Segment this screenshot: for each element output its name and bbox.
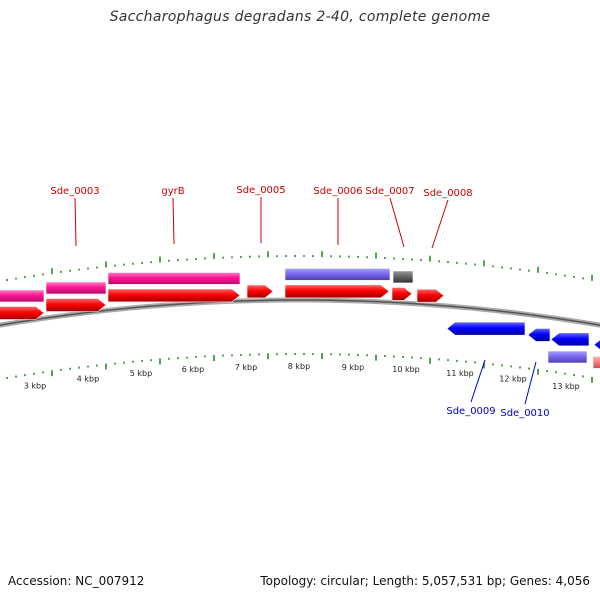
gene-label[interactable]: gyrB: [161, 186, 184, 197]
cds-feature[interactable]: [107, 288, 241, 303]
kbp-label: 3 kbp: [24, 382, 46, 391]
label-leader-line: [524, 361, 537, 405]
gene-label[interactable]: Sde_0008: [423, 188, 472, 199]
map-title: Saccharophagus degradans 2-40, complete …: [109, 9, 491, 25]
kbp-label: 4 kbp: [77, 375, 99, 384]
label-leader-line: [431, 199, 449, 249]
gene-feature[interactable]: [45, 281, 107, 295]
gene-label[interactable]: Sde_0009: [446, 406, 495, 417]
gene-label[interactable]: Sde_0010: [500, 408, 549, 419]
kbp-label: 8 kbp: [288, 362, 310, 371]
gene-feature[interactable]: [592, 356, 600, 369]
label-leader-line: [389, 197, 405, 248]
kbp-label: 7 kbp: [235, 363, 257, 372]
gene-label[interactable]: Sde_0003: [50, 186, 99, 197]
cds-feature[interactable]: [550, 332, 590, 347]
kbp-label: 6 kbp: [182, 365, 204, 374]
gene-feature[interactable]: [392, 270, 414, 284]
cds-feature[interactable]: [416, 288, 445, 303]
gene-label[interactable]: Sde_0006: [313, 186, 362, 197]
kbp-label: 5 kbp: [130, 369, 152, 378]
cds-feature[interactable]: [391, 287, 413, 301]
gene-label[interactable]: Sde_0007: [365, 186, 414, 197]
label-leader-line: [470, 359, 486, 403]
label-leader-line: [172, 197, 175, 245]
backbone: [0, 299, 600, 326]
gene-feature[interactable]: [284, 268, 391, 281]
cds-feature[interactable]: [45, 298, 107, 312]
genome-summary: Topology: circular; Length: 5,057,531 bp…: [260, 574, 590, 588]
kbp-label: 9 kbp: [342, 363, 364, 372]
kbp-label: 10 kbp: [392, 365, 420, 374]
cds-feature[interactable]: [527, 328, 551, 342]
gene-feature[interactable]: [107, 272, 241, 285]
cds-feature[interactable]: [593, 338, 600, 351]
gene-feature[interactable]: [0, 289, 45, 303]
cds-feature[interactable]: [446, 321, 526, 336]
label-leader-line: [74, 197, 77, 247]
gene-label[interactable]: Sde_0005: [236, 185, 285, 196]
kbp-label: 12 kbp: [499, 375, 527, 384]
cds-feature[interactable]: [0, 306, 45, 320]
gene-feature[interactable]: [547, 350, 588, 364]
cds-feature[interactable]: [284, 284, 390, 299]
accession-label: Accession: NC_007912: [8, 574, 145, 588]
kbp-label: 11 kbp: [446, 369, 474, 378]
cds-feature[interactable]: [246, 284, 274, 299]
kbp-label: 13 kbp: [552, 382, 580, 391]
